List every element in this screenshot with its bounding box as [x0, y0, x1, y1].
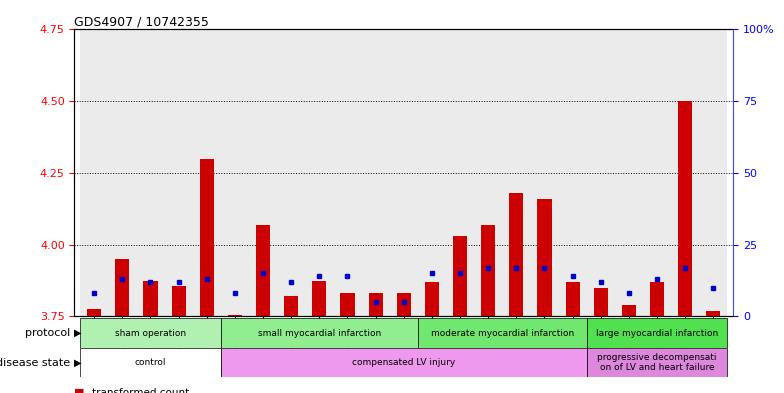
- Bar: [650, 282, 664, 316]
- Bar: [699, 29, 728, 316]
- Bar: [115, 259, 129, 316]
- Text: ▶: ▶: [74, 358, 82, 367]
- Bar: [671, 29, 699, 316]
- Bar: [531, 29, 558, 316]
- Text: GDS4907 / 10742355: GDS4907 / 10742355: [74, 15, 209, 28]
- Bar: [474, 29, 503, 316]
- Text: small myocardial infarction: small myocardial infarction: [258, 329, 381, 338]
- Text: protocol: protocol: [25, 328, 71, 338]
- Bar: [368, 294, 383, 316]
- Bar: [586, 29, 615, 316]
- Bar: [425, 282, 439, 316]
- Bar: [221, 318, 418, 348]
- Bar: [80, 318, 221, 348]
- Bar: [418, 318, 586, 348]
- Bar: [165, 29, 193, 316]
- Bar: [622, 305, 636, 316]
- Bar: [565, 282, 579, 316]
- Bar: [305, 29, 333, 316]
- Bar: [586, 318, 728, 348]
- Bar: [418, 29, 446, 316]
- Text: compensated LV injury: compensated LV injury: [352, 358, 456, 367]
- Bar: [284, 296, 298, 316]
- Bar: [333, 29, 361, 316]
- Text: large myocardial infarction: large myocardial infarction: [596, 329, 718, 338]
- Bar: [453, 236, 467, 316]
- Bar: [172, 286, 186, 316]
- Bar: [446, 29, 474, 316]
- Bar: [510, 193, 524, 316]
- Bar: [340, 294, 354, 316]
- Bar: [193, 29, 221, 316]
- Bar: [312, 281, 326, 316]
- Bar: [87, 309, 101, 316]
- Bar: [397, 294, 411, 316]
- Text: ▶: ▶: [74, 328, 82, 338]
- Bar: [706, 310, 720, 316]
- Bar: [538, 199, 551, 316]
- Bar: [221, 348, 586, 377]
- Text: sham operation: sham operation: [115, 329, 186, 338]
- Bar: [80, 29, 108, 316]
- Bar: [143, 281, 158, 316]
- Text: transformed count: transformed count: [92, 388, 189, 393]
- Text: disease state: disease state: [0, 358, 71, 367]
- Bar: [503, 29, 531, 316]
- Text: progressive decompensati
on of LV and heart failure: progressive decompensati on of LV and he…: [597, 353, 717, 372]
- Bar: [80, 348, 221, 377]
- Bar: [228, 315, 242, 316]
- Bar: [256, 224, 270, 316]
- Text: control: control: [135, 358, 166, 367]
- Bar: [481, 224, 495, 316]
- Bar: [108, 29, 136, 316]
- Text: moderate myocardial infarction: moderate myocardial infarction: [430, 329, 574, 338]
- Bar: [277, 29, 305, 316]
- Bar: [593, 288, 608, 316]
- Bar: [136, 29, 165, 316]
- Bar: [678, 101, 692, 316]
- Bar: [643, 29, 671, 316]
- Text: ■: ■: [74, 388, 85, 393]
- Bar: [249, 29, 277, 316]
- Bar: [361, 29, 390, 316]
- Bar: [221, 29, 249, 316]
- Bar: [390, 29, 418, 316]
- Bar: [558, 29, 586, 316]
- Bar: [200, 158, 214, 316]
- Bar: [586, 348, 728, 377]
- Bar: [615, 29, 643, 316]
